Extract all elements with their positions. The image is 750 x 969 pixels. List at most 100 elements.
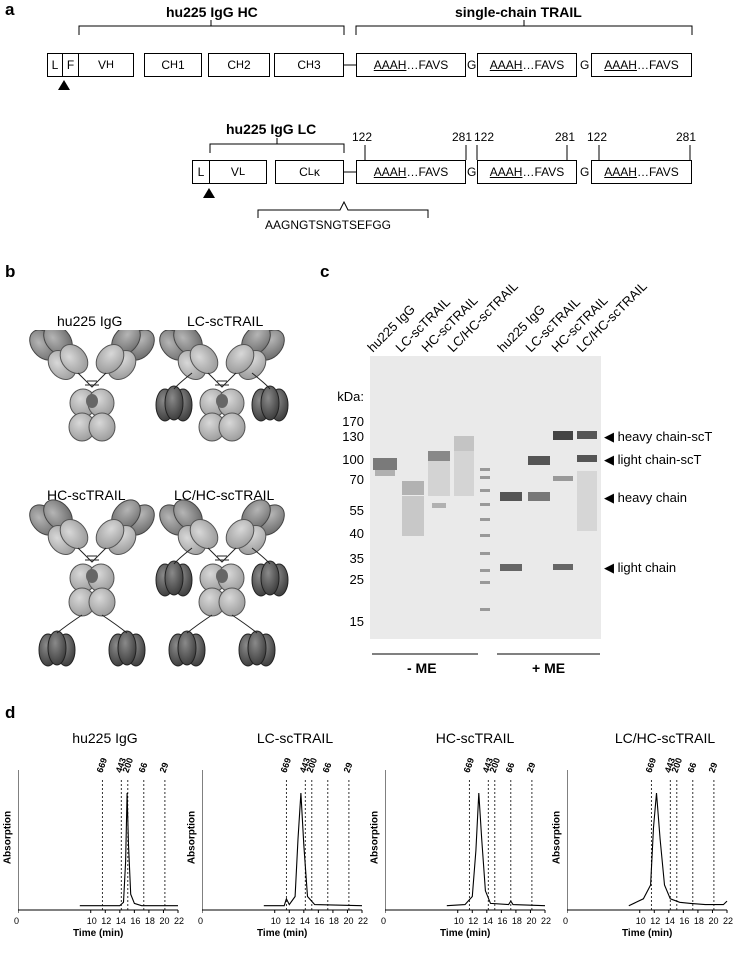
domain-lc-leader: L: [192, 160, 210, 184]
panel-label-d: d: [5, 703, 16, 722]
chromatogram-4: [567, 770, 728, 913]
band-label-light-chain-sct: ◀ light chain-scT: [604, 452, 702, 467]
chrom-title-2: LC-scTRAIL: [256, 730, 334, 746]
x-tick-label: 22: [174, 916, 185, 926]
chromatogram-2: [202, 770, 363, 913]
kda-label: kDa:: [337, 389, 364, 404]
condition-lines: [372, 653, 600, 655]
x-axis-label: Time (min): [622, 928, 673, 939]
x-tick-label: 14: [115, 916, 126, 926]
x-tick-label: 18: [693, 916, 704, 926]
chrom-title-4: LC/HC-scTRAIL: [614, 730, 716, 746]
x-tick-label: 0: [198, 916, 204, 926]
x-axis-label: Time (min): [257, 928, 308, 939]
domain-hc-leader: L: [47, 53, 63, 77]
y-axis-label: Absorption: [551, 810, 563, 865]
x-tick-label: 16: [130, 916, 141, 926]
construct-title-hc: HC-scTRAIL: [47, 487, 126, 503]
band-label-heavy-chain-sct: ◀ heavy chain-scT: [604, 429, 713, 444]
construct-title-lc: LC-scTRAIL: [187, 313, 264, 329]
y-axis-label: Absorption: [2, 810, 14, 865]
marker-130: 130: [342, 429, 364, 444]
glycine-hc-2: G: [580, 58, 590, 72]
panel-a-lines: [58, 20, 693, 218]
sctrail-header: single-chain TRAIL: [455, 4, 582, 20]
chart-axes: [202, 770, 362, 911]
x-tick-label: 20: [526, 916, 537, 926]
marker-40: 40: [349, 526, 364, 541]
position-122-3: 122: [587, 130, 608, 144]
marker-70: 70: [349, 472, 364, 487]
chromatogram-trace: [79, 792, 178, 907]
x-tick-label: 0: [381, 916, 387, 926]
chromatogram-trace: [446, 792, 546, 907]
trail-module-hc-3: AAAH… FAVS: [591, 53, 692, 77]
domain-hc-flag: F: [62, 53, 79, 77]
chart-axes: [567, 770, 727, 911]
x-tick-label: 20: [159, 916, 170, 926]
trail-module-lc-3: AAAH… FAVS: [591, 160, 692, 184]
marker-15: 15: [349, 614, 364, 629]
x-tick-label: 22: [358, 916, 369, 926]
position-281-1: 281: [452, 130, 473, 144]
x-tick-label: 0: [563, 916, 569, 926]
chromatogram-1: [18, 770, 179, 913]
panel-label-c: c: [320, 262, 330, 281]
cartoon-lc-sctrail: [153, 330, 291, 442]
glycine-lc-1: G: [467, 165, 477, 179]
x-tick-label: 12: [285, 916, 296, 926]
x-tick-label: 14: [482, 916, 493, 926]
x-tick-label: 10: [453, 916, 464, 926]
panel-label-b: b: [5, 262, 16, 281]
x-tick-label: 16: [497, 916, 508, 926]
x-tick-label: 22: [541, 916, 552, 926]
condition-minus-me: - ME: [407, 660, 437, 676]
lc-header: hu225 IgG LC: [226, 121, 317, 137]
x-tick-label: 18: [328, 916, 339, 926]
x-axis-label: Time (min): [73, 928, 124, 939]
trail-module-lc-1: AAAH… FAVS: [356, 160, 466, 184]
x-tick-label: 16: [314, 916, 325, 926]
gel-image: [370, 356, 601, 639]
chrom-title-1: hu225 IgG: [72, 730, 138, 746]
x-tick-label: 10: [86, 916, 97, 926]
band-label-light-chain: ◀ light chain: [604, 560, 677, 575]
x-tick-label: 10: [635, 916, 646, 926]
cartoon-hc-sctrail: [23, 493, 161, 667]
x-tick-label: 18: [511, 916, 522, 926]
x-tick-label: 22: [723, 916, 734, 926]
x-tick-label: 16: [679, 916, 690, 926]
panel-label-a: a: [5, 0, 15, 19]
x-axis-label: Time (min): [440, 928, 491, 939]
x-tick-label: 14: [664, 916, 675, 926]
linker-sequence: AAGNGTSNGTSEFGG: [265, 218, 392, 232]
chromatogram-3: [385, 770, 546, 913]
x-tick-label: 20: [343, 916, 354, 926]
chart-axes: [385, 770, 545, 911]
condition-plus-me: + ME: [532, 660, 566, 676]
marker-25: 25: [349, 572, 364, 587]
position-122-1: 122: [352, 130, 373, 144]
x-tick-label: 12: [101, 916, 112, 926]
position-122-2: 122: [474, 130, 495, 144]
x-tick-label: 18: [144, 916, 155, 926]
position-281-2: 281: [555, 130, 576, 144]
x-tick-label: 12: [650, 916, 661, 926]
chromatogram-trace: [628, 792, 728, 907]
hc-header: hu225 IgG HC: [166, 4, 258, 20]
trail-module-lc-2: AAAH… FAVS: [477, 160, 577, 184]
construct-title-lchc: LC/HC-scTRAIL: [174, 487, 275, 503]
chrom-title-3: HC-scTRAIL: [435, 730, 515, 746]
x-tick-label: 0: [14, 916, 20, 926]
trail-module-hc-1: AAAH… FAVS: [356, 53, 466, 77]
construct-title-igg: hu225 IgG: [57, 313, 123, 329]
x-tick-label: 12: [468, 916, 479, 926]
x-tick-label: 14: [299, 916, 310, 926]
marker-100: 100: [342, 452, 364, 467]
cartoon-igg: [23, 330, 161, 442]
